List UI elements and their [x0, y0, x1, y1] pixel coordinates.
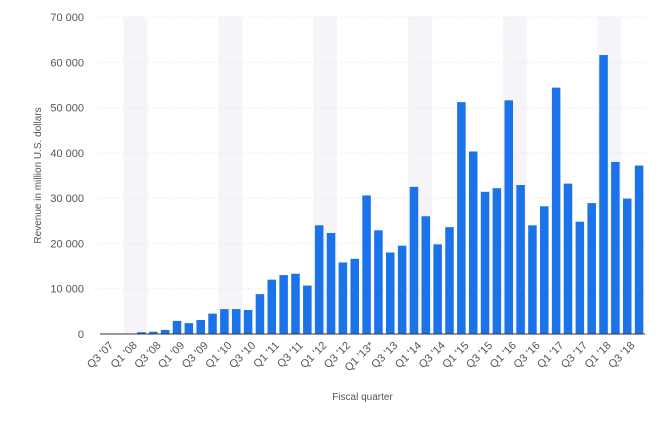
- bar: [575, 221, 585, 334]
- bar: [480, 191, 490, 334]
- bar: [196, 319, 205, 334]
- bar: [468, 151, 478, 334]
- y-tick-label: 0: [78, 329, 84, 341]
- bar: [279, 275, 288, 334]
- bar: [220, 309, 229, 334]
- y-axis-ticks: 0 10 000 20 000 30 000 40 000 50 000 60 000 70 …: [50, 12, 84, 341]
- background-band: [218, 17, 243, 334]
- x-tick-label: Q3 '10: [227, 340, 258, 371]
- bar: [622, 198, 632, 334]
- bar: [445, 227, 454, 334]
- bar: [137, 332, 146, 334]
- bars: [137, 55, 644, 334]
- bar: [634, 165, 644, 334]
- bar: [611, 161, 620, 334]
- bar: [386, 252, 395, 334]
- bar: [338, 262, 348, 334]
- y-tick-label: 40 000: [50, 148, 84, 160]
- bar: [208, 313, 217, 334]
- y-tick-label: 50 000: [50, 103, 84, 115]
- bar: [599, 55, 608, 334]
- y-tick-label: 70 000: [50, 12, 84, 24]
- bar: [243, 309, 253, 334]
- bar: [397, 245, 407, 334]
- bar: [433, 244, 442, 334]
- bar: [314, 225, 324, 334]
- bar: [457, 102, 466, 334]
- bar: [540, 206, 549, 334]
- bar: [350, 258, 359, 334]
- bar: [409, 186, 419, 334]
- bar: [267, 279, 277, 334]
- x-tick-label: Q3 '18: [606, 340, 637, 371]
- bar: [160, 329, 170, 334]
- y-tick-label: 20 000: [50, 238, 84, 250]
- bar: [563, 183, 573, 334]
- bar: [149, 331, 158, 334]
- bar: [255, 294, 265, 334]
- y-tick-label: 60 000: [50, 57, 84, 69]
- bar: [551, 87, 561, 334]
- y-axis-title: Revenue in million U.S. dollars: [33, 107, 44, 243]
- bar: [504, 100, 514, 334]
- bar: [362, 195, 371, 334]
- bar: [374, 230, 383, 334]
- bar: [326, 233, 336, 334]
- bar: [528, 225, 537, 334]
- x-tick-label: Q1 '11: [251, 340, 282, 371]
- bar: [587, 203, 596, 334]
- bar: [421, 216, 431, 334]
- bar: [303, 285, 312, 334]
- bar: [516, 185, 525, 334]
- bar: [172, 320, 182, 334]
- bar: [231, 309, 241, 334]
- background-band: [123, 17, 148, 334]
- x-axis-title: Fiscal quarter: [332, 392, 393, 403]
- bar: [184, 323, 194, 334]
- y-tick-label: 30 000: [50, 193, 84, 205]
- bar: [291, 273, 300, 334]
- bar: [492, 188, 502, 334]
- y-tick-label: 10 000: [50, 284, 84, 296]
